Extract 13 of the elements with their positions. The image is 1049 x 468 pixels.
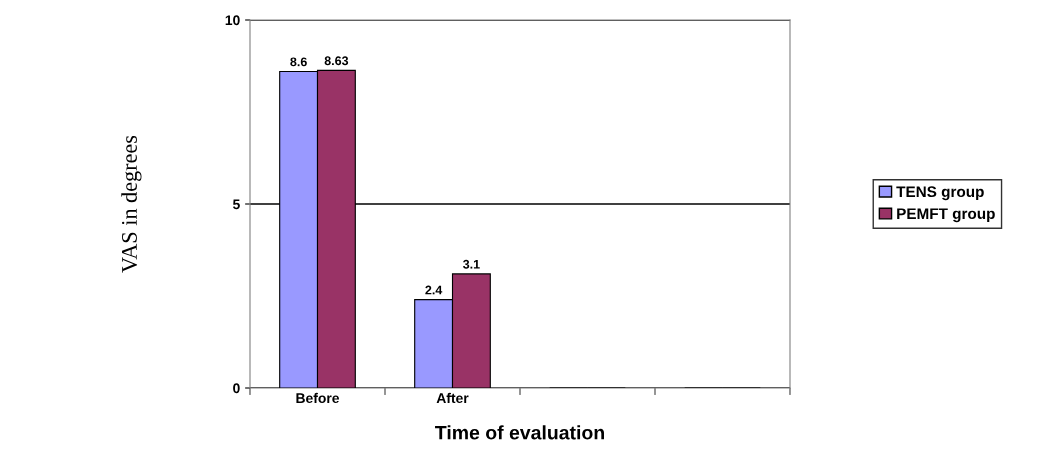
x-tick-label: After <box>436 392 469 404</box>
y-axis-title: VAS in degrees <box>121 135 142 273</box>
data-label: 2.4 <box>425 285 443 295</box>
data-label: 8.6 <box>290 57 307 67</box>
legend-label: PEMFT group <box>897 208 995 223</box>
x-axis-title: Time of evaluation <box>435 425 604 440</box>
y-tick-label: 10 <box>225 15 240 26</box>
legend-label: TENS group <box>896 186 984 201</box>
y-tick-label: 5 <box>232 199 240 210</box>
data-label: 3.1 <box>463 259 480 269</box>
x-tick-label: Before <box>296 392 340 404</box>
data-label: 8.63 <box>324 56 349 66</box>
y-tick-label: 0 <box>233 383 240 394</box>
